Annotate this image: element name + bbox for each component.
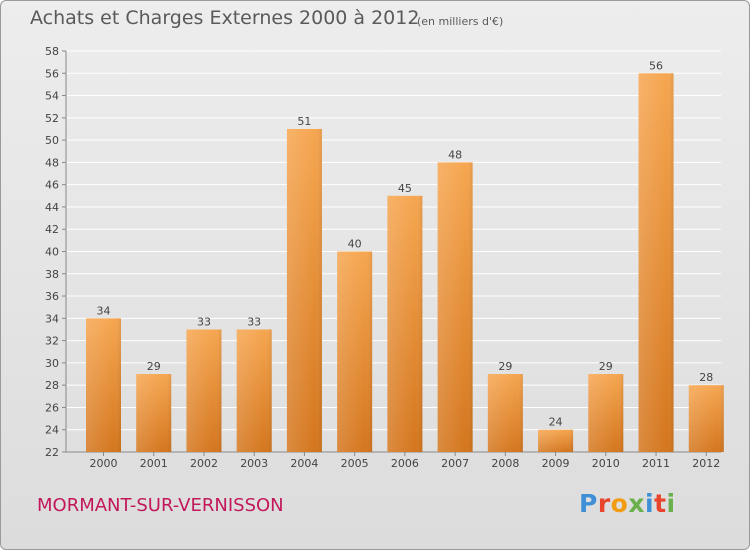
y-tick-label: 36 — [45, 290, 59, 303]
x-tick-label-2011: 2011 — [642, 457, 670, 470]
x-tick-label-2010: 2010 — [592, 457, 620, 470]
x-tick-label-2003: 2003 — [240, 457, 268, 470]
y-tick-label: 52 — [45, 112, 59, 125]
y-tick-label: 40 — [45, 246, 59, 259]
logo-letter: o — [610, 489, 629, 518]
bar-shade-2003 — [236, 329, 272, 452]
value-label-2010: 29 — [599, 360, 613, 373]
x-tick-label-2006: 2006 — [391, 457, 419, 470]
bar-shade-2006 — [387, 195, 423, 453]
y-tick-label: 44 — [45, 201, 59, 214]
logo-letter: i — [666, 489, 676, 518]
bar-shade-2009 — [538, 429, 574, 452]
logo-letter: r — [597, 489, 611, 518]
bars — [86, 73, 724, 453]
x-tick-label-2001: 2001 — [140, 457, 168, 470]
chart-title: Achats et Charges Externes 2000 à 2012 — [30, 7, 420, 29]
logo-letter: x — [628, 489, 645, 518]
x-tick-label-2008: 2008 — [491, 457, 519, 470]
chart-unit-subtitle: (en milliers d'€) — [417, 15, 504, 28]
bar-shade-2000 — [86, 318, 121, 452]
logo-letter: i — [645, 489, 655, 518]
bar-shade-2012 — [688, 385, 724, 452]
bar-shade-2011 — [638, 73, 674, 453]
value-label-2000: 34 — [97, 304, 111, 317]
y-tick-label: 54 — [45, 90, 59, 103]
value-label-2005: 40 — [348, 238, 362, 251]
y-tick-label: 30 — [45, 357, 59, 370]
x-tick-label-2000: 2000 — [90, 457, 118, 470]
y-tick-label: 48 — [45, 156, 59, 169]
y-tick-label: 38 — [45, 268, 59, 281]
logo-letter: t — [654, 489, 667, 518]
logo-letter: P — [579, 489, 598, 518]
y-tick-label: 58 — [45, 45, 59, 58]
value-label-2009: 24 — [549, 416, 563, 429]
x-tick-label-2005: 2005 — [341, 457, 369, 470]
y-tick-label: 46 — [45, 179, 59, 192]
y-tick-label: 42 — [45, 223, 59, 236]
x-tick-label-2004: 2004 — [290, 457, 318, 470]
bar-shade-2007 — [437, 162, 473, 452]
bar-shade-2002 — [186, 329, 222, 452]
y-tick-label: 32 — [45, 335, 59, 348]
x-tick-label-2002: 2002 — [190, 457, 218, 470]
bar-shade-2010 — [588, 374, 624, 452]
value-label-2007: 48 — [448, 148, 462, 161]
y-tick-label: 24 — [45, 424, 59, 437]
bar-shade-2008 — [487, 374, 523, 452]
bar-shade-2004 — [286, 128, 322, 452]
commune-name: MORMANT-SUR-VERNISSON — [37, 495, 284, 516]
value-label-2001: 29 — [147, 360, 161, 373]
y-tick-label: 34 — [45, 312, 59, 325]
bar-shade-2005 — [337, 251, 373, 452]
value-label-2011: 56 — [649, 59, 663, 72]
value-label-2002: 33 — [197, 315, 211, 328]
x-tick-label-2007: 2007 — [441, 457, 469, 470]
value-label-2004: 51 — [297, 115, 311, 128]
y-tick-label: 22 — [45, 446, 59, 459]
y-tick-label: 26 — [45, 401, 59, 414]
value-labels: 34 29 33 33 51 40 45 48 29 24 29 56 28 — [97, 59, 714, 428]
bar-shade-2001 — [136, 374, 172, 452]
y-axis-ticks: 22 24 26 28 30 32 34 36 38 40 42 44 46 48 50 52 54 56 58 — [45, 45, 721, 459]
value-label-2006: 45 — [398, 182, 412, 195]
y-tick-label: 28 — [45, 379, 59, 392]
y-tick-label: 56 — [45, 67, 59, 80]
y-tick-label: 50 — [45, 134, 59, 147]
value-label-2012: 28 — [699, 371, 713, 384]
x-axis-ticks: 2000 2001 2002 2003 2004 2005 2006 2007 2008 2009… — [90, 452, 720, 470]
x-tick-label-2012: 2012 — [692, 457, 720, 470]
value-label-2008: 29 — [498, 360, 512, 373]
x-tick-label-2009: 2009 — [542, 457, 570, 470]
value-label-2003: 33 — [247, 315, 261, 328]
proxiti-logo: Proxiti — [579, 489, 676, 518]
